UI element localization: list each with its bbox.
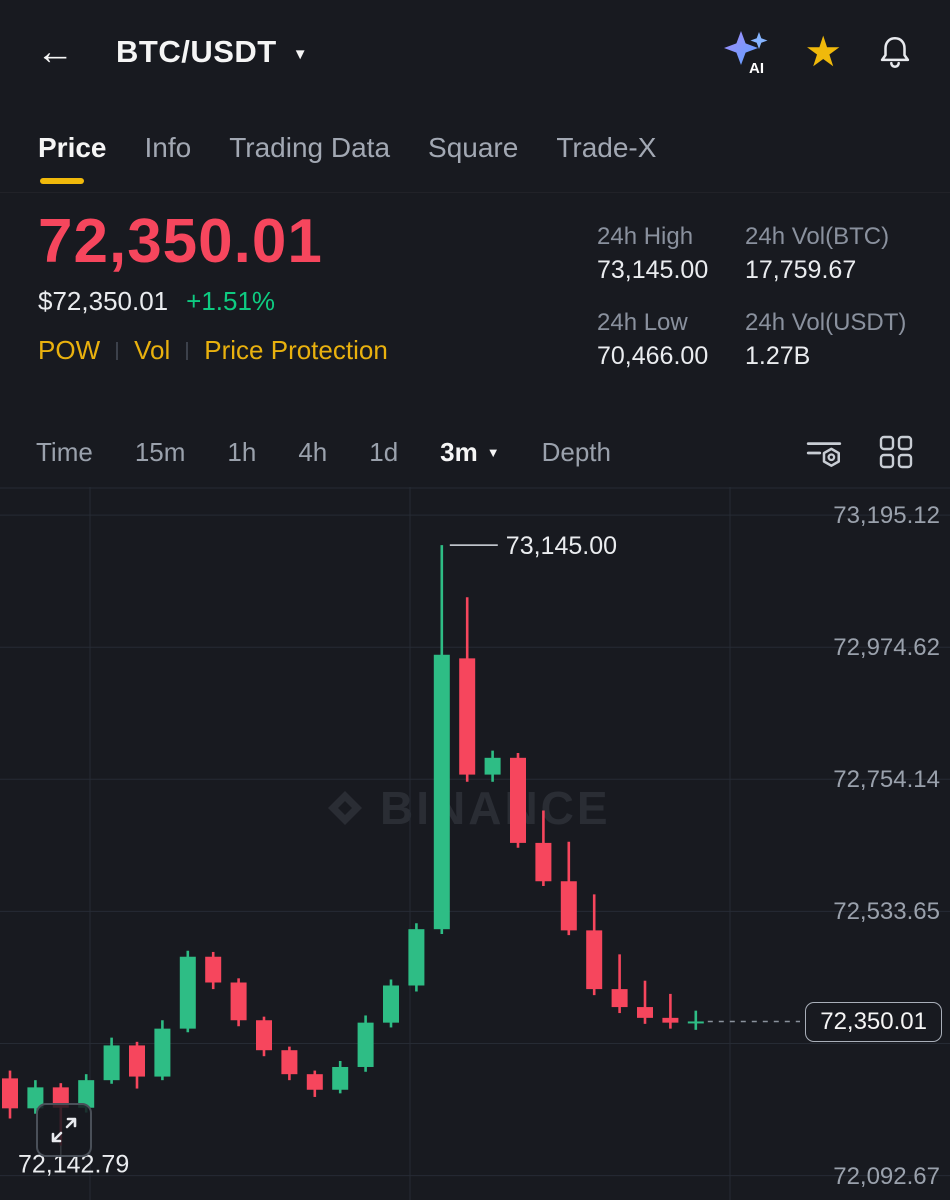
stat-label: 24h Vol(BTC)	[745, 223, 890, 250]
tag-vol[interactable]: Vol	[134, 335, 171, 366]
interval-time[interactable]: Time	[36, 436, 93, 467]
tab-bar: Price Info Trading Data Square Trade-X	[0, 104, 950, 193]
depth-toggle[interactable]: Depth	[541, 436, 611, 467]
tab-square[interactable]: Square	[428, 132, 519, 163]
y-axis-label: 72,092.67	[833, 1163, 940, 1190]
binance-watermark: BINANCE	[326, 781, 611, 835]
header-icons: AI ★	[720, 29, 914, 75]
header: ← BTC/USDT ▼ AI ★	[0, 0, 950, 104]
interval-15m[interactable]: 15m	[134, 436, 186, 467]
watermark-text: BINANCE	[380, 782, 611, 834]
last-price: 72,350.01	[38, 207, 323, 276]
interval-4h[interactable]: 4h	[298, 436, 328, 467]
fiat-price: $72,350.01	[38, 286, 169, 317]
tab-trade-x[interactable]: Trade-X	[556, 132, 657, 163]
change-percent: +1.51%	[186, 286, 276, 317]
tab-info[interactable]: Info	[144, 132, 192, 163]
favorite-star-icon[interactable]: ★	[804, 28, 842, 75]
stat-value: 17,759.67	[745, 256, 857, 284]
binance-logo-icon	[328, 791, 362, 825]
stat-value: 1.27B	[745, 342, 811, 370]
ticker-section: 72,350.01 $72,350.01 +1.51% POW Vol Pric…	[0, 193, 950, 421]
tag-divider	[186, 341, 189, 360]
tab-trading-data[interactable]: Trading Data	[229, 132, 391, 163]
tag-row: POW Vol Price Protection	[38, 335, 950, 366]
toolbar-icons	[804, 433, 914, 471]
y-axis-label: 73,195.12	[833, 502, 940, 529]
tag-price-protection[interactable]: Price Protection	[204, 335, 388, 366]
bell-icon[interactable]	[876, 33, 914, 71]
svg-text:AI: AI	[749, 60, 764, 75]
chevron-down-icon: ▼	[292, 46, 308, 63]
stat-value: 70,466.00	[597, 342, 709, 370]
interval-1h[interactable]: 1h	[227, 436, 257, 467]
interval-selected-label: 3m	[440, 436, 478, 467]
fullscreen-toggle-button[interactable]	[36, 1103, 92, 1157]
indicator-settings-icon[interactable]	[804, 433, 844, 471]
fiat-row: $72,350.01 +1.51%	[38, 286, 950, 317]
stat-24h-vol-btc: 24h Vol(BTC) 17,759.67	[745, 223, 945, 285]
stats-grid: 24h High 73,145.00 24h Vol(BTC) 17,759.6…	[597, 223, 945, 395]
stat-24h-low: 24h Low 70,466.00	[597, 309, 745, 371]
interval-selected-3m[interactable]: 3m ▼	[440, 437, 499, 468]
page-title: BTC/USDT	[116, 34, 277, 69]
layout-grid-icon[interactable]	[878, 434, 914, 470]
stat-label: 24h Low	[597, 309, 688, 336]
chevron-down-icon: ▼	[486, 444, 500, 460]
candlestick-chart[interactable]: BINANCE 73,145.00 72,142.79 73,195.12 72,…	[0, 487, 950, 1200]
ai-sparkle-icon[interactable]: AI	[720, 29, 770, 75]
y-axis-label: 72,754.14	[833, 766, 940, 793]
tag-divider	[116, 341, 119, 360]
symbol-selector[interactable]: BTC/USDT ▼	[116, 34, 308, 70]
interval-1d[interactable]: 1d	[369, 436, 399, 467]
stat-value: 73,145.00	[597, 256, 709, 284]
y-axis-label: 72,533.65	[833, 898, 940, 925]
stat-24h-vol-usdt: 24h Vol(USDT) 1.27B	[745, 309, 945, 371]
stat-label: 24h High	[597, 223, 694, 250]
stat-24h-high: 24h High 73,145.00	[597, 223, 745, 285]
tab-price[interactable]: Price	[38, 132, 107, 184]
last-price-pill: 72,350.01	[805, 1002, 942, 1043]
svg-text:73,145.00: 73,145.00	[506, 532, 617, 560]
stat-label: 24h Vol(USDT)	[745, 309, 907, 336]
expand-arrows-icon	[51, 1117, 77, 1143]
back-arrow-icon[interactable]: ←	[36, 31, 74, 73]
y-axis-label: 72,974.62	[833, 634, 940, 661]
tag-pow[interactable]: POW	[38, 335, 101, 366]
interval-toolbar: Time 15m 1h 4h 1d 3m ▼ Depth	[0, 421, 950, 483]
